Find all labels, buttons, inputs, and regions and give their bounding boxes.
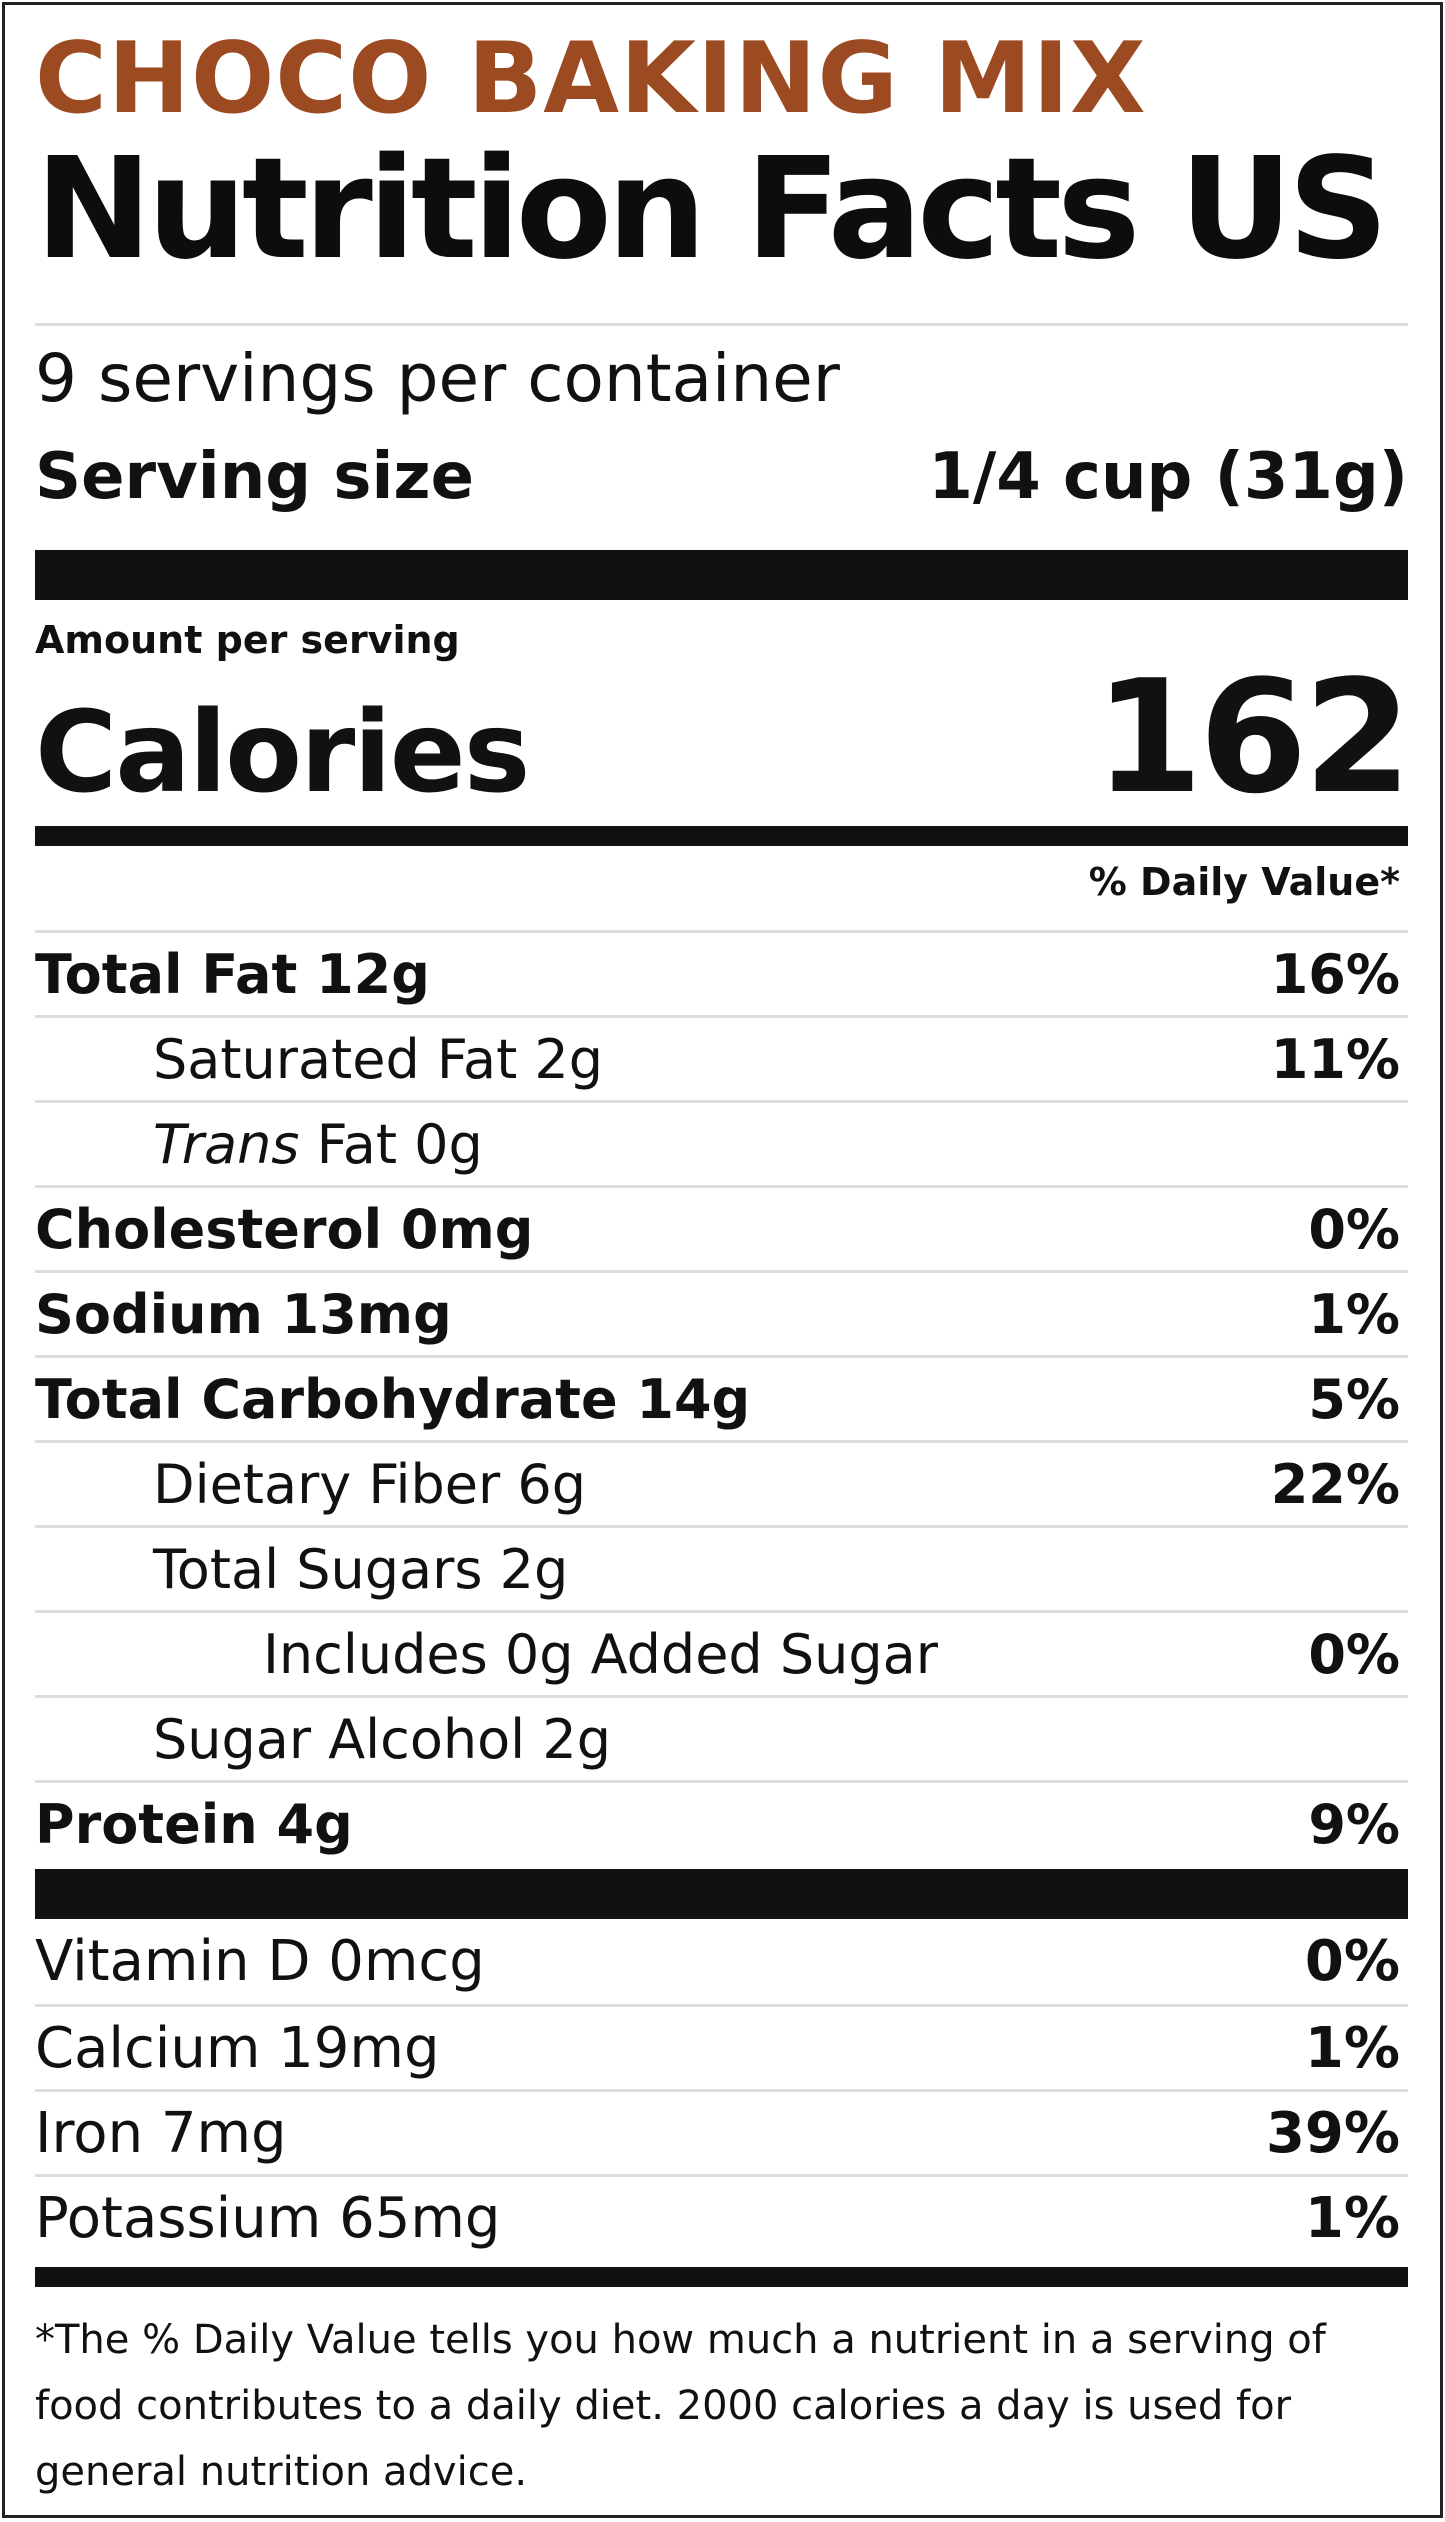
footnote-divider bbox=[35, 2267, 1408, 2287]
nutrient-row-sodium: Sodium 13mg 1% bbox=[35, 1270, 1408, 1355]
trans-italic: Trans bbox=[153, 1112, 300, 1176]
vitamin-row-vitamin-d: Vitamin D 0mcg 0% bbox=[35, 1919, 1408, 2004]
servings-per-container: 9 servings per container bbox=[35, 340, 840, 417]
nutrient-row-dietary-fiber: Dietary Fiber 6g 22% bbox=[35, 1440, 1408, 1525]
calories-row: Calories 162 bbox=[35, 646, 1412, 828]
nutrient-daily-value: 16% bbox=[1270, 942, 1400, 1006]
vitamin-daily-value: 39% bbox=[1265, 2100, 1400, 2166]
medium-divider bbox=[35, 826, 1408, 846]
vitamin-name: Calcium 19mg bbox=[35, 2015, 440, 2081]
calories-value: 162 bbox=[1094, 646, 1412, 828]
vitamin-daily-value: 0% bbox=[1304, 1929, 1400, 1994]
nutrient-daily-value: 0% bbox=[1308, 1197, 1400, 1261]
vitamin-name: Iron 7mg bbox=[35, 2100, 287, 2166]
nutrient-daily-value: 22% bbox=[1270, 1452, 1400, 1516]
vitamin-row-iron: Iron 7mg 39% bbox=[35, 2089, 1408, 2174]
serving-size-label: Serving size bbox=[35, 440, 475, 514]
nutrient-name: Trans Fat 0g bbox=[35, 1113, 483, 1176]
vitamin-daily-value: 1% bbox=[1304, 2015, 1400, 2081]
vitamin-name: Vitamin D 0mcg bbox=[35, 1929, 485, 1994]
nutrient-daily-value: 9% bbox=[1308, 1792, 1400, 1856]
nutrient-row-total-carbohydrate: Total Carbohydrate 14g 5% bbox=[35, 1355, 1408, 1440]
vitamin-daily-value: 1% bbox=[1304, 2185, 1400, 2251]
vitamin-name: Potassium 65mg bbox=[35, 2185, 501, 2251]
nutrient-row-sugar-alcohol: Sugar Alcohol 2g bbox=[35, 1695, 1408, 1780]
vitamins-divider bbox=[35, 1869, 1408, 1919]
nutrient-row-protein: Protein 4g 9% bbox=[35, 1780, 1408, 1865]
title-divider bbox=[35, 323, 1408, 326]
vitamin-row-calcium: Calcium 19mg 1% bbox=[35, 2004, 1408, 2089]
nutrient-row-saturated-fat: Saturated Fat 2g 11% bbox=[35, 1015, 1408, 1100]
nutrient-name: Protein 4g bbox=[35, 1792, 353, 1856]
daily-value-header: % Daily Value* bbox=[1088, 860, 1400, 904]
nutrient-name: Dietary Fiber 6g bbox=[153, 1452, 587, 1516]
nutrient-name: Total Sugars 2g bbox=[153, 1537, 569, 1601]
nutrient-row-cholesterol: Cholesterol 0mg 0% bbox=[35, 1185, 1408, 1270]
nutrient-name: Sodium 13mg bbox=[35, 1282, 452, 1346]
vitamin-row-potassium: Potassium 65mg 1% bbox=[35, 2174, 1408, 2259]
nutrient-daily-value: 5% bbox=[1308, 1367, 1400, 1431]
amount-per-serving: Amount per serving bbox=[35, 618, 460, 662]
nutrient-daily-value: 11% bbox=[1270, 1027, 1400, 1091]
heavy-divider bbox=[35, 550, 1408, 600]
nutrient-daily-value: 0% bbox=[1308, 1622, 1400, 1686]
trans-fat-amount: Fat 0g bbox=[299, 1112, 483, 1176]
nutrient-daily-value: 1% bbox=[1308, 1282, 1400, 1346]
daily-value-footnote: *The % Daily Value tells you how much a … bbox=[35, 2317, 1326, 2495]
nutrient-name: Sugar Alcohol 2g bbox=[153, 1707, 611, 1771]
brand-name: CHOCO BAKING MIX bbox=[35, 22, 1147, 136]
label-title: Nutrition Facts US bbox=[35, 128, 1389, 291]
nutrient-name: Includes 0g Added Sugar bbox=[263, 1622, 938, 1686]
nutrient-name: Total Fat 12g bbox=[35, 942, 430, 1006]
nutrient-name: Saturated Fat 2g bbox=[153, 1027, 604, 1091]
nutrient-row-total-fat: Total Fat 12g 16% bbox=[35, 930, 1408, 1015]
nutrient-row-total-sugars: Total Sugars 2g bbox=[35, 1525, 1408, 1610]
nutrient-row-added-sugar: Includes 0g Added Sugar 0% bbox=[35, 1610, 1408, 1695]
serving-size-value: 1/4 cup (31g) bbox=[928, 440, 1408, 514]
nutrient-name: Total Carbohydrate 14g bbox=[35, 1367, 751, 1431]
nutrient-row-trans-fat: Trans Fat 0g bbox=[35, 1100, 1408, 1185]
nutrient-name: Cholesterol 0mg bbox=[35, 1197, 534, 1261]
calories-label: Calories bbox=[35, 688, 530, 818]
serving-size-row: Serving size 1/4 cup (31g) bbox=[35, 436, 1408, 518]
